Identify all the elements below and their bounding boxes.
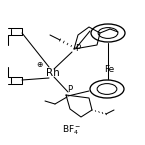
Text: ⊕: ⊕ — [36, 60, 42, 69]
Text: Rh: Rh — [46, 68, 60, 78]
Text: Fe: Fe — [104, 65, 114, 74]
Text: BF$_4^-$: BF$_4^-$ — [62, 124, 82, 137]
Text: P: P — [67, 85, 72, 94]
Text: P: P — [75, 44, 80, 53]
